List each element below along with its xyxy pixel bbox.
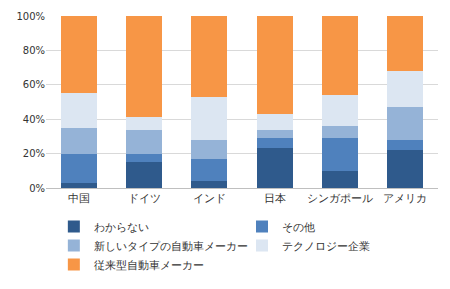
- svg-text:40%: 40%: [23, 114, 45, 125]
- svg-text:0%: 0%: [29, 183, 45, 194]
- svg-text:インド: インド: [193, 192, 226, 205]
- svg-text:60%: 60%: [23, 79, 45, 90]
- svg-text:100%: 100%: [16, 11, 45, 22]
- svg-text:中国: 中国: [68, 192, 90, 205]
- svg-text:日本: 日本: [264, 192, 286, 205]
- svg-text:その他: その他: [282, 221, 315, 234]
- svg-text:従来型自動車メーカー: 従来型自動車メーカー: [94, 259, 204, 272]
- svg-text:80%: 80%: [23, 45, 45, 56]
- svg-text:アメリカ: アメリカ: [383, 192, 427, 205]
- svg-text:わからない: わからない: [94, 221, 149, 234]
- svg-text:テクノロジー企業: テクノロジー企業: [282, 240, 370, 253]
- svg-text:20%: 20%: [23, 148, 45, 159]
- svg-text:新しいタイプの自動車メーカー: 新しいタイプの自動車メーカー: [94, 240, 248, 253]
- svg-text:シンガポール: シンガポール: [307, 192, 373, 205]
- svg-text:ドイツ: ドイツ: [128, 192, 161, 205]
